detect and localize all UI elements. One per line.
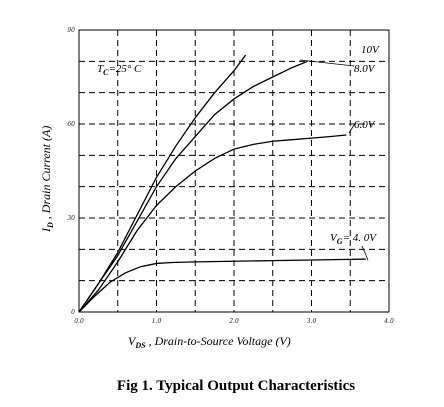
x-tick-label: 1.0 bbox=[152, 318, 162, 325]
label-leader-line bbox=[299, 59, 355, 67]
series-label: VG= 4. 0V bbox=[330, 232, 377, 246]
plot-frame bbox=[78, 29, 390, 313]
tick-labels: 0.0 1.0 2.0 3.0 4.0 0 30 60 90 bbox=[67, 27, 394, 325]
series-label: 8.0V bbox=[354, 63, 376, 75]
label-leader-line bbox=[361, 245, 369, 261]
x-tick-label: 4.0 bbox=[383, 318, 394, 325]
figure-caption: Fig 1. Typical Output Characteristics bbox=[117, 378, 355, 394]
curve-10v bbox=[78, 54, 247, 313]
x-axis-title: VDS , Drain-to-Source Voltage (V) bbox=[128, 334, 291, 350]
y-tick-label: 0 bbox=[71, 309, 75, 316]
x-tick-label: 3.0 bbox=[307, 318, 317, 325]
grid-lines bbox=[79, 30, 389, 312]
series-label: 6.0V bbox=[354, 119, 376, 131]
y-tick-label: 90 bbox=[67, 27, 75, 34]
y-axis-title: ID , Drain Current (A) bbox=[39, 126, 55, 233]
curve-vg-4-0v bbox=[78, 258, 366, 313]
y-tick-label: 60 bbox=[67, 121, 75, 128]
y-tick-label: 30 bbox=[67, 215, 75, 222]
x-tick-label: 0.0 bbox=[74, 318, 84, 325]
curve-6-0v bbox=[78, 134, 347, 313]
x-tick-label: 2.0 bbox=[228, 318, 239, 325]
temperature-annotation: TC=25° C bbox=[97, 63, 142, 77]
curve-8-0v bbox=[78, 60, 308, 313]
curves bbox=[78, 54, 366, 313]
curve-labels: 10V 8.0V 6.0V VG= 4. 0V bbox=[299, 44, 380, 261]
label-leader-line bbox=[348, 121, 357, 134]
series-label: 10V bbox=[361, 44, 380, 56]
